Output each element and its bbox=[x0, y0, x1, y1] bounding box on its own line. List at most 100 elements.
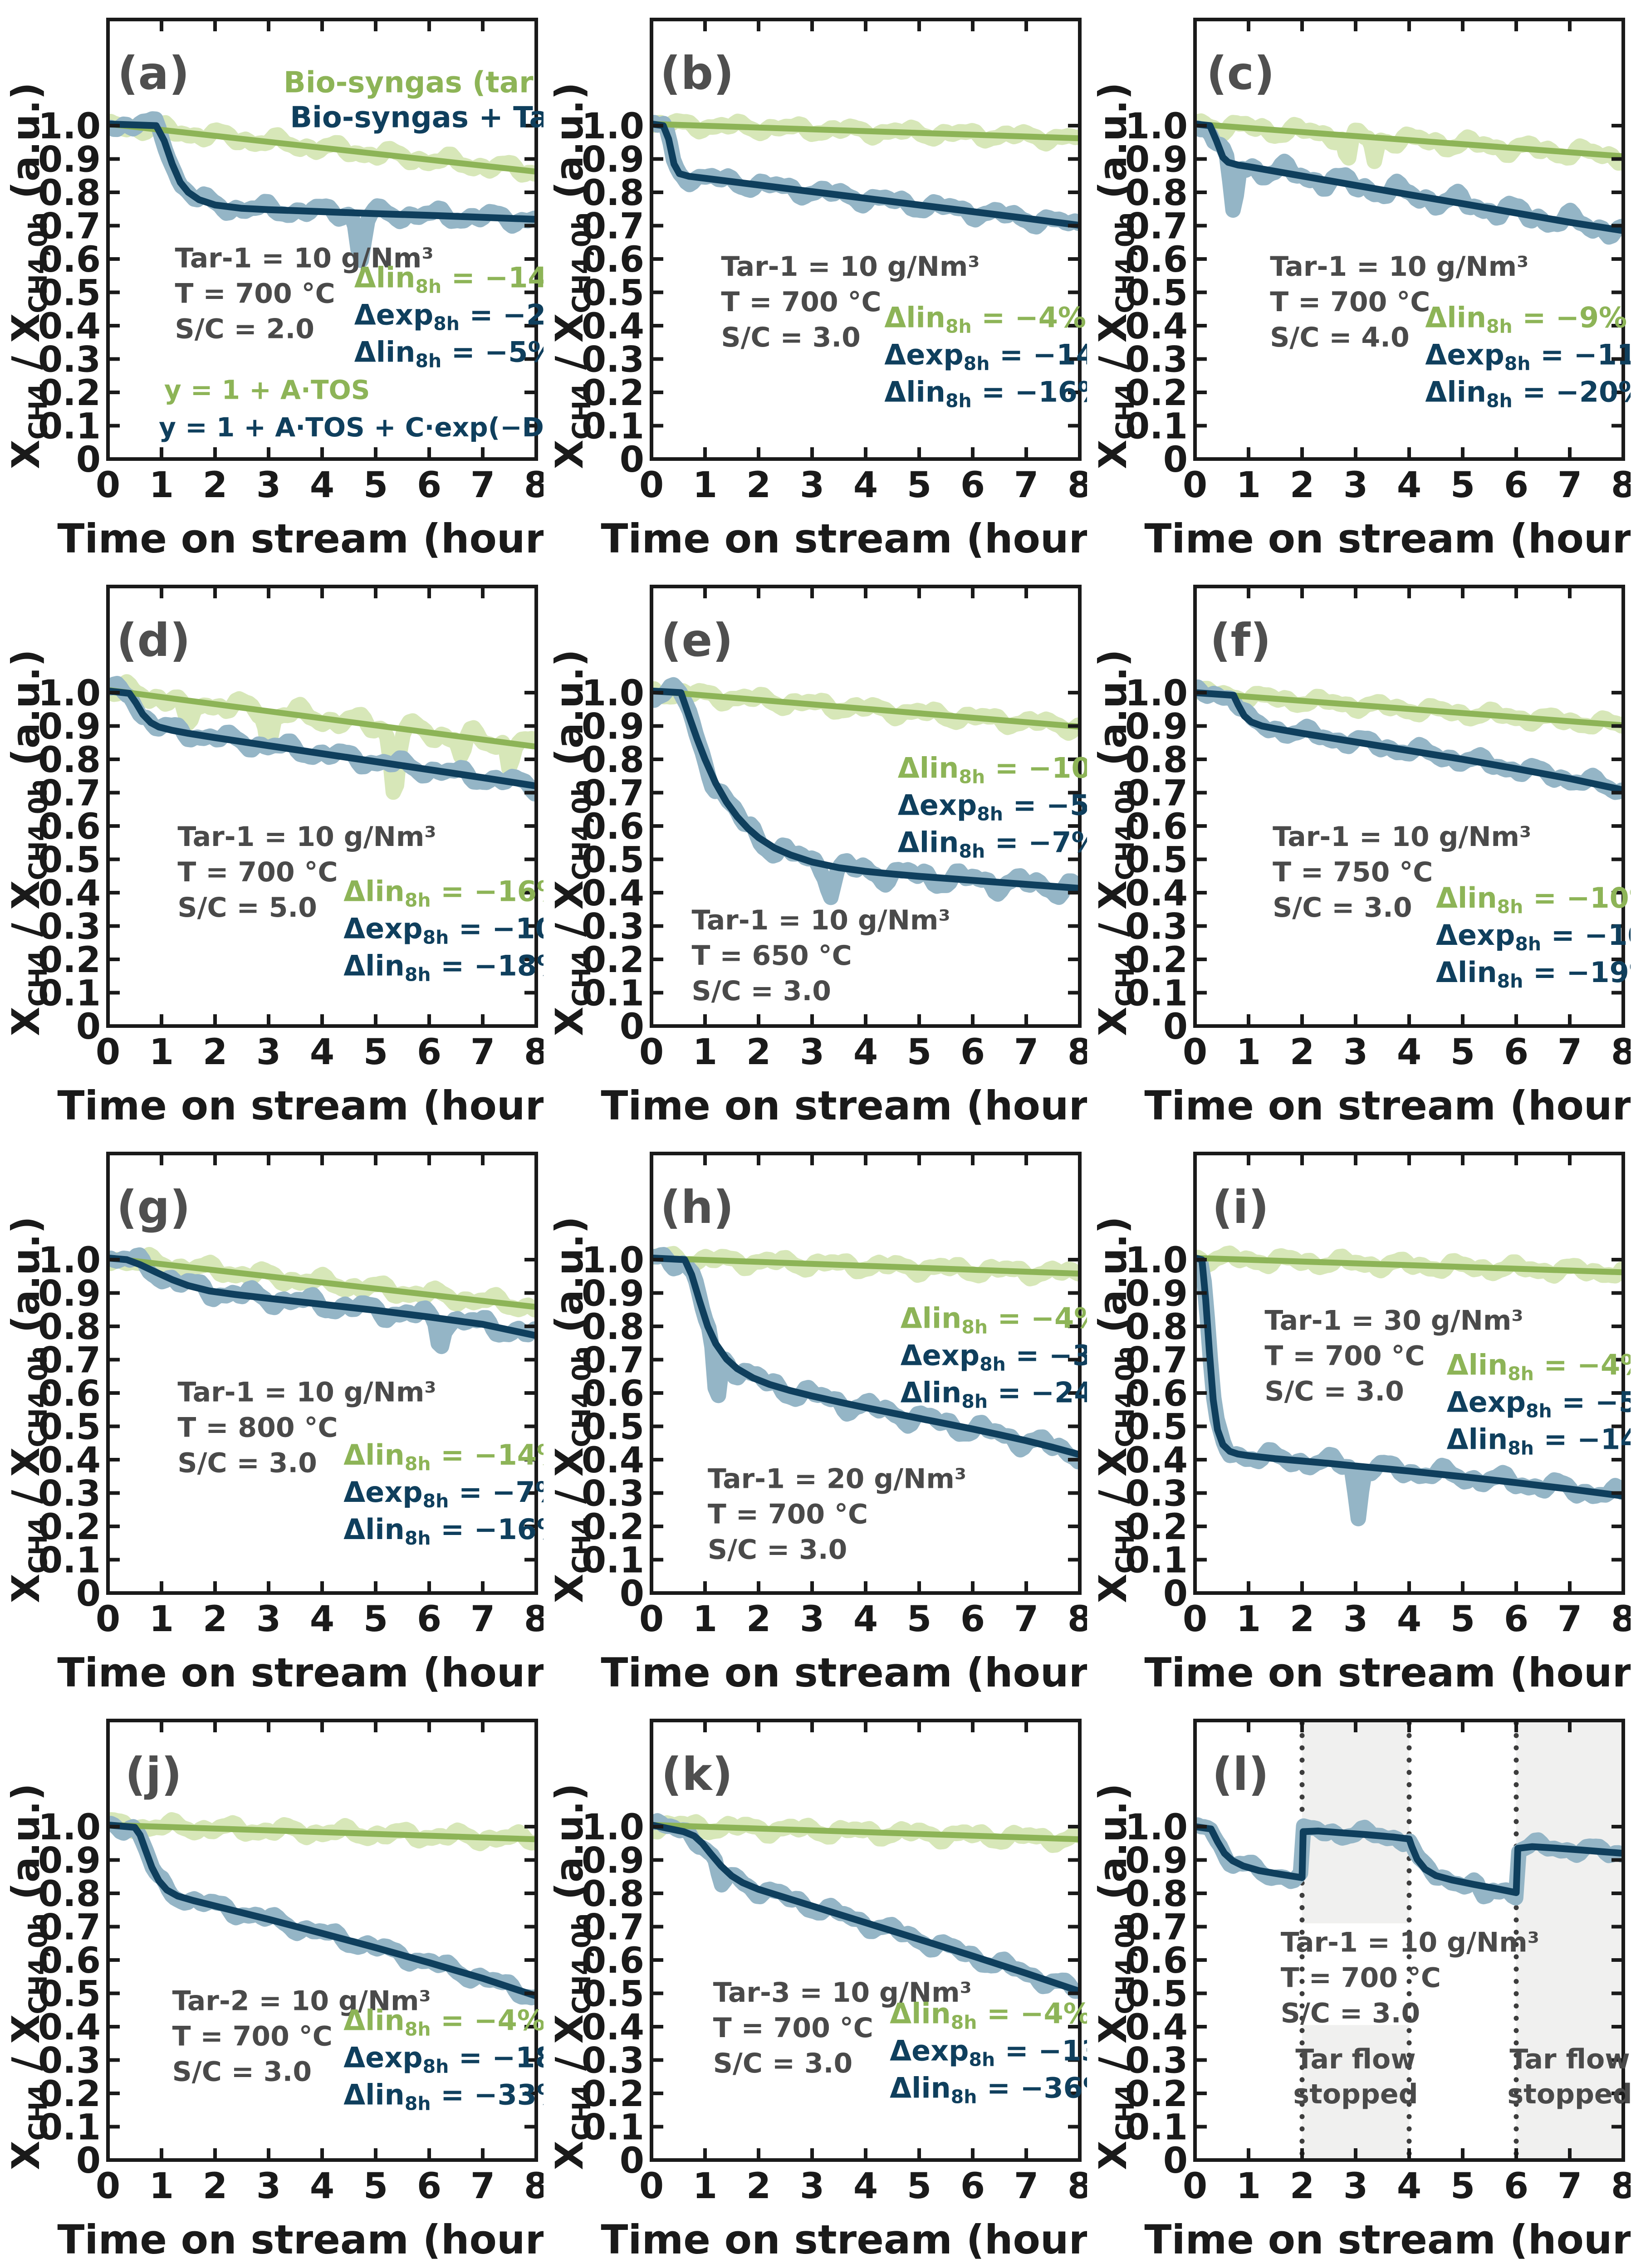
y-tick-label: 1.0 bbox=[38, 1240, 101, 1281]
y-tick-label: 0.7 bbox=[582, 773, 644, 814]
panel-i-chart: 0 1 2 3 4 5 6 7 800.10.20.30.40.50.60.70.80.91.0… bbox=[1091, 1152, 1631, 1696]
y-tick-label: 0.8 bbox=[582, 740, 644, 781]
y-tick-label: 0.8 bbox=[582, 1874, 644, 1915]
y-tick-label: 0.8 bbox=[582, 1307, 644, 1348]
y-axis-title: XCH4 / XCH4,0h (a.u.) bbox=[547, 1783, 596, 2170]
y-tick-label: 0 bbox=[1163, 1007, 1188, 1047]
tick-marks bbox=[1193, 20, 1625, 461]
condition-line: T = 700 °C bbox=[1264, 1340, 1425, 1372]
x-tick-label: 7 bbox=[1558, 1032, 1582, 1073]
y-tick-label: 0.3 bbox=[1125, 340, 1188, 381]
x-tick-label: 5 bbox=[907, 1032, 931, 1073]
y-tick-label: 0.5 bbox=[1125, 1974, 1188, 2015]
y-tick-label: 0.2 bbox=[582, 2074, 644, 2115]
x-tick-label: 4 bbox=[1397, 465, 1421, 506]
delta-annotation: Δexp8h = −18% bbox=[343, 2041, 544, 2077]
delta-annotation: Δlin8h = −16% bbox=[884, 376, 1087, 412]
y-tick-label: 0.5 bbox=[582, 1974, 644, 2015]
x-tick-label: 8 bbox=[1611, 2166, 1631, 2207]
y-tick-label: 0.6 bbox=[1125, 240, 1188, 280]
y-tick-label: 0.6 bbox=[582, 807, 644, 847]
y-tick-label: 0.1 bbox=[38, 1540, 101, 1581]
x-tick-label: 7 bbox=[1558, 2166, 1582, 2207]
x-tick-label: 8 bbox=[1068, 465, 1087, 506]
x-tick-label: 1 bbox=[1236, 1032, 1261, 1073]
panel-letter: (b) bbox=[660, 47, 734, 100]
x-tick-label: 1 bbox=[693, 2166, 717, 2207]
panel-h-chart: 0 1 2 3 4 5 6 7 800.10.20.30.40.50.60.70.80.91.0… bbox=[547, 1152, 1140, 1696]
delta-annotation: Δlin8h = −4% bbox=[1447, 1349, 1631, 1385]
y-tick-label: 0.1 bbox=[582, 1540, 644, 1581]
y-tick-label: 0.1 bbox=[38, 406, 101, 447]
x-tick-label: 3 bbox=[1343, 2166, 1368, 2207]
panel-b-chart: 0 1 2 3 4 5 6 7 800.10.20.30.40.50.60.70.80.91.0… bbox=[547, 18, 1131, 562]
panel-letter: (j) bbox=[125, 1748, 182, 1801]
y-tick-label: 0 bbox=[620, 440, 644, 480]
y-tick-label: 0.4 bbox=[38, 2007, 101, 2048]
panel-letter: (i) bbox=[1212, 1181, 1269, 1234]
y-tick-label: 0.2 bbox=[38, 373, 101, 414]
condition-text-backplate bbox=[1301, 1923, 1411, 2025]
y-tick-label: 0.3 bbox=[582, 907, 644, 948]
x-tick-label: 2 bbox=[746, 465, 771, 506]
x-tick-label: 0 bbox=[639, 1599, 664, 1640]
y-tick-label: 0.2 bbox=[38, 1507, 101, 1548]
x-tick-label: 5 bbox=[363, 465, 388, 506]
x-tick-label: 1 bbox=[1236, 465, 1261, 506]
x-tick-label: 7 bbox=[470, 2166, 495, 2207]
fit-line bbox=[653, 1255, 1078, 1277]
x-tick-label: 5 bbox=[363, 2166, 388, 2207]
fit-line bbox=[1197, 1255, 1621, 1500]
y-tick-label: 0.3 bbox=[582, 340, 644, 381]
fit-line bbox=[1197, 1823, 1621, 1896]
delta-annotation: Δexp8h = −23% bbox=[354, 298, 544, 334]
y-tick-label: 0.7 bbox=[38, 206, 101, 247]
x-tick-label: 3 bbox=[800, 2166, 824, 2207]
y-axis-title: XCH4 / XCH4,0h (a.u.) bbox=[4, 82, 53, 469]
x-tick-label: 0 bbox=[639, 465, 664, 506]
fit-line bbox=[110, 687, 534, 750]
panel-b: 0 1 2 3 4 5 6 7 8 0 0.1 0.2 0.3 0.4 0.5 0.6 0.7 0.8 0.9 1.0… bbox=[544, 0, 1131, 567]
x-axis-title: Time on stream (hours) bbox=[601, 1082, 1087, 1129]
x-axis-title: Time on stream (hours) bbox=[1144, 1649, 1631, 1696]
panel-i: 0 1 2 3 4 5 6 7 8 0 0.1 0.2 0.3 0.4 0.5 0.6 0.7 0.8 0.9 1.0… bbox=[1087, 1134, 1631, 1701]
y-tick-label: 0.2 bbox=[582, 940, 644, 981]
y-tick-label: 0.1 bbox=[582, 2107, 644, 2148]
x-tick-label: 7 bbox=[1014, 465, 1038, 506]
tick-labels: 0 1 2 3 4 5 6 7 800.10.20.30.40.50.60.70.80.91.0 bbox=[38, 673, 549, 1073]
x-tick-label: 4 bbox=[853, 2166, 878, 2207]
delta-annotation: Δlin8h = −36% bbox=[890, 2072, 1087, 2108]
y-tick-label: 0.5 bbox=[1125, 273, 1188, 314]
x-axis-title: Time on stream (hours) bbox=[601, 1649, 1087, 1696]
delta-annotation: Δexp8h = −10% bbox=[343, 912, 544, 948]
x-tick-label: 0 bbox=[96, 2166, 120, 2207]
y-axis-title: XCH4 / XCH4,0h (a.u.) bbox=[547, 649, 596, 1036]
tick-labels: 0 1 2 3 4 5 6 7 800.10.20.30.40.50.60.70.80.91.0 bbox=[1125, 1240, 1631, 1640]
x-tick-label: 7 bbox=[1558, 1599, 1582, 1640]
x-axis-title: Time on stream (hours) bbox=[57, 2216, 544, 2263]
legend-item-tar-free: Bio-syngas (tar free) bbox=[284, 66, 544, 100]
condition-line: Tar-1 = 10 g/Nm³ bbox=[175, 242, 434, 274]
delta-annotation: Δexp8h = −10% bbox=[1436, 919, 1631, 955]
y-axis-title: XCH4 / XCH4,0h (a.u.) bbox=[1091, 649, 1140, 1036]
delta-annotation: Δlin8h = −10% bbox=[1436, 881, 1631, 918]
delta-annotation: Δlin8h = −7% bbox=[898, 826, 1087, 862]
x-tick-label: 3 bbox=[1343, 465, 1368, 506]
y-tick-label: 0 bbox=[76, 440, 101, 480]
panel-e: 0 1 2 3 4 5 6 7 8 0 0.1 0.2 0.3 0.4 0.5 0.6 0.7 0.8 0.9 1.0… bbox=[544, 567, 1137, 1134]
x-tick-label: 8 bbox=[1068, 1032, 1087, 1073]
x-tick-label: 3 bbox=[256, 2166, 281, 2207]
x-tick-label: 4 bbox=[1397, 1599, 1421, 1640]
condition-line: T = 700 °C bbox=[177, 856, 338, 888]
y-tick-label: 0.5 bbox=[582, 840, 644, 881]
delta-annotation: Δlin8h = −14% bbox=[354, 261, 544, 297]
panel-g-chart: 0 1 2 3 4 5 6 7 800.10.20.30.40.50.60.70.80.91.0… bbox=[4, 1152, 587, 1696]
panel-h: 0 1 2 3 4 5 6 7 8 0 0.1 0.2 0.3 0.4 0.5 0.6 0.7 0.8 0.9 1.0… bbox=[544, 1134, 1140, 1701]
noisy-data-band bbox=[653, 1813, 1078, 1999]
y-tick-label: 0 bbox=[76, 1007, 101, 1047]
delta-annotation: Δlin8h = −20% bbox=[1425, 376, 1631, 412]
condition-line: Tar-1 = 10 g/Nm³ bbox=[1273, 821, 1531, 853]
fit-line bbox=[1197, 689, 1621, 793]
x-tick-label: 7 bbox=[1558, 465, 1582, 506]
panel-letter: (l) bbox=[1212, 1748, 1269, 1801]
